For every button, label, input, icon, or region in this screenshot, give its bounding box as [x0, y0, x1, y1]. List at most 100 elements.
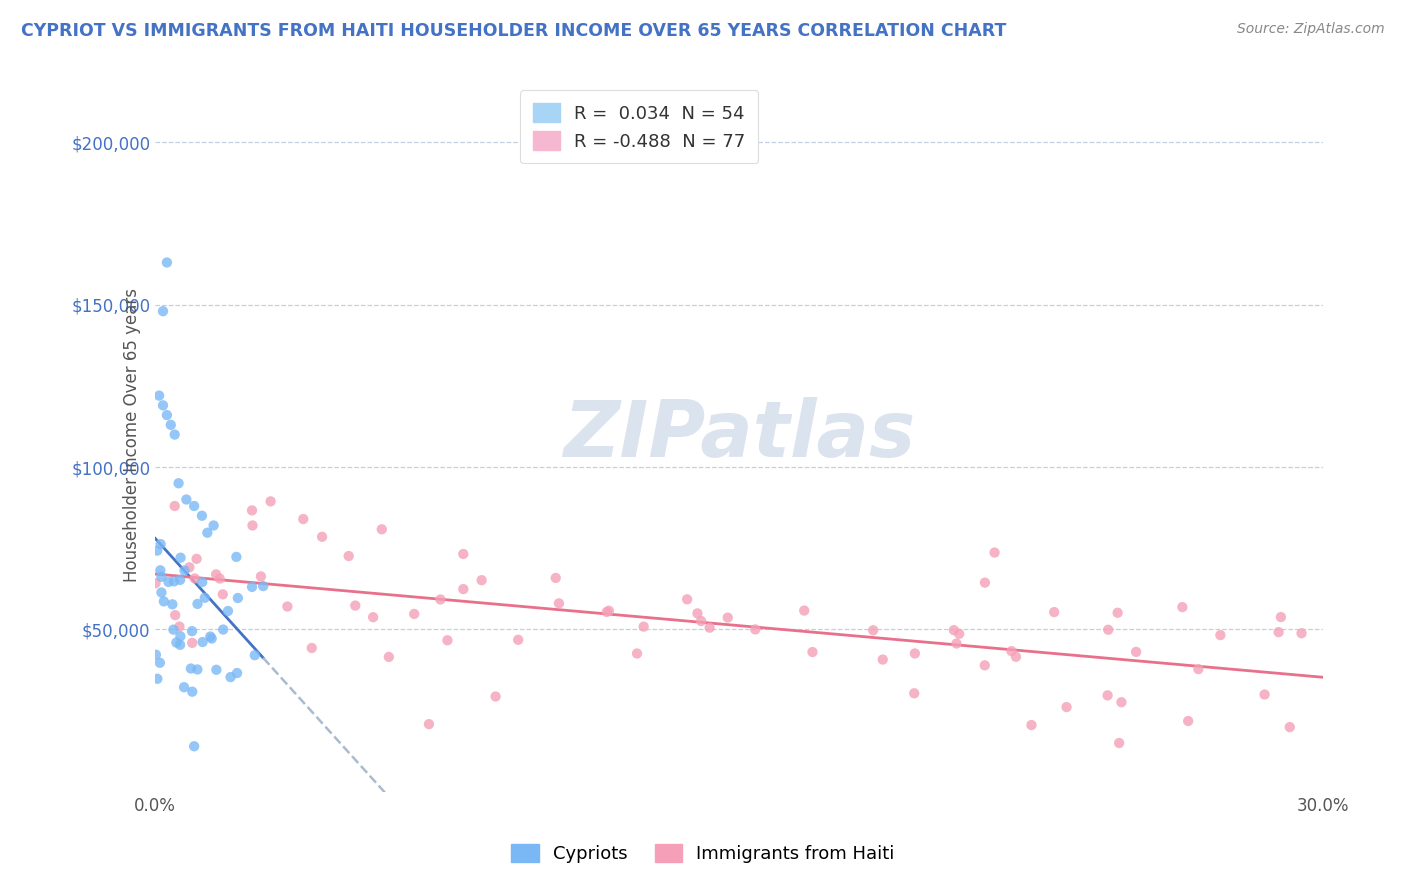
Point: [201, 632, 224, 646]
Point: [173, 564, 195, 578]
Point: [181, 636, 204, 650]
Point: [159, 417, 181, 432]
Point: [165, 635, 187, 649]
Point: [217, 604, 239, 618]
Point: [903, 686, 925, 700]
Point: [1267, 625, 1289, 640]
Point: [208, 572, 231, 586]
Point: [225, 549, 247, 564]
Text: Source: ZipAtlas.com: Source: ZipAtlas.com: [1237, 22, 1385, 37]
Point: [1005, 649, 1028, 664]
Point: [186, 552, 208, 566]
Point: [371, 522, 394, 536]
Point: [337, 549, 360, 563]
Point: [243, 648, 266, 663]
Point: [1291, 626, 1313, 640]
Point: [200, 630, 222, 644]
Point: [226, 591, 249, 605]
Point: [219, 670, 242, 684]
Point: [945, 636, 967, 650]
Point: [205, 663, 228, 677]
Point: [145, 576, 167, 591]
Legend: Cypriots, Immigrants from Haiti: Cypriots, Immigrants from Haiti: [501, 833, 905, 874]
Point: [1209, 628, 1232, 642]
Point: [1056, 700, 1078, 714]
Point: [226, 666, 249, 681]
Point: [404, 607, 426, 621]
Point: [973, 575, 995, 590]
Point: [1108, 736, 1130, 750]
Point: [184, 572, 207, 586]
Point: [484, 690, 506, 704]
Point: [948, 627, 970, 641]
Point: [250, 569, 273, 583]
Point: [180, 661, 202, 675]
Point: [429, 592, 451, 607]
Point: [1097, 623, 1119, 637]
Point: [146, 672, 169, 686]
Point: [153, 594, 176, 608]
Point: [191, 508, 214, 523]
Point: [183, 499, 205, 513]
Point: [212, 623, 235, 637]
Point: [633, 619, 655, 633]
Point: [162, 623, 184, 637]
Point: [169, 629, 191, 643]
Legend: R =  0.034  N = 54, R = -0.488  N = 77: R = 0.034 N = 54, R = -0.488 N = 77: [520, 90, 758, 163]
Point: [1278, 720, 1301, 734]
Point: [1270, 610, 1292, 624]
Point: [202, 518, 225, 533]
Point: [173, 680, 195, 694]
Point: [186, 597, 208, 611]
Point: [194, 591, 217, 605]
Point: [699, 621, 721, 635]
Point: [150, 585, 173, 599]
Point: [163, 574, 186, 589]
Point: [181, 624, 204, 639]
Point: [436, 633, 458, 648]
Text: ZIPatlas: ZIPatlas: [562, 397, 915, 473]
Point: [149, 656, 172, 670]
Point: [1253, 688, 1275, 702]
Point: [1021, 718, 1043, 732]
Point: [1187, 662, 1209, 676]
Point: [191, 635, 214, 649]
Point: [242, 518, 264, 533]
Point: [1107, 606, 1129, 620]
Point: [162, 597, 184, 611]
Point: [744, 623, 766, 637]
Point: [240, 580, 263, 594]
Point: [548, 596, 571, 610]
Point: [169, 638, 191, 652]
Point: [157, 574, 180, 589]
Point: [149, 563, 172, 577]
Point: [983, 545, 1005, 559]
Point: [1171, 600, 1194, 615]
Point: [156, 255, 179, 269]
Point: [717, 610, 740, 624]
Point: [169, 550, 191, 565]
Point: [181, 684, 204, 698]
Point: [156, 408, 179, 422]
Point: [292, 512, 315, 526]
Point: [361, 610, 384, 624]
Point: [862, 624, 884, 638]
Point: [686, 607, 709, 621]
Point: [276, 599, 298, 614]
Point: [598, 604, 620, 618]
Point: [191, 574, 214, 589]
Point: [596, 605, 619, 619]
Point: [165, 608, 187, 623]
Point: [1000, 644, 1022, 658]
Point: [453, 582, 475, 596]
Point: [146, 543, 169, 558]
Text: CYPRIOT VS IMMIGRANTS FROM HAITI HOUSEHOLDER INCOME OVER 65 YEARS CORRELATION CH: CYPRIOT VS IMMIGRANTS FROM HAITI HOUSEHO…: [21, 22, 1007, 40]
Point: [152, 304, 174, 318]
Point: [176, 492, 198, 507]
Point: [186, 663, 208, 677]
Point: [1043, 605, 1066, 619]
Point: [195, 525, 218, 540]
Point: [169, 573, 191, 587]
Point: [205, 567, 228, 582]
Point: [1125, 645, 1147, 659]
